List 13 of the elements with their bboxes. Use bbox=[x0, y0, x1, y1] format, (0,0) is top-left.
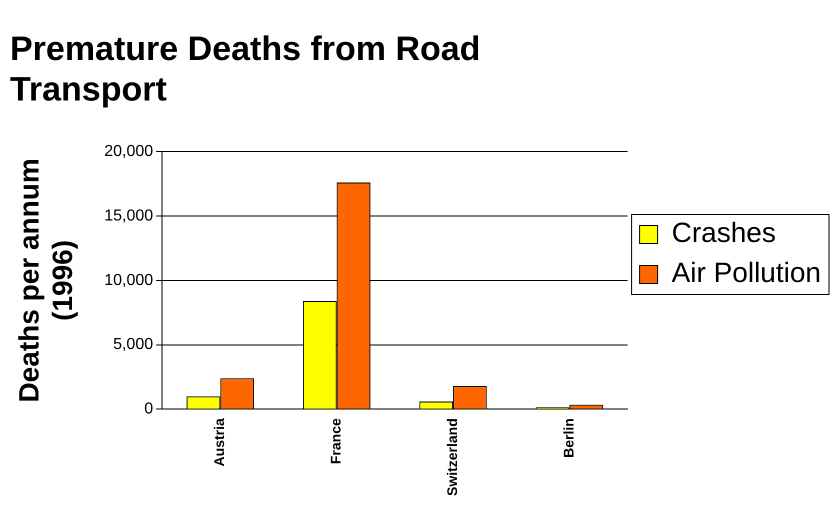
x-tick-label: Austria bbox=[211, 418, 228, 466]
legend-label: Air Pollution bbox=[672, 257, 821, 288]
chart-title: Premature Deaths from Road Transport bbox=[10, 30, 480, 109]
y-axis-title: Deaths per annum (1996) bbox=[14, 158, 78, 403]
x-tick-label: France bbox=[328, 418, 344, 464]
x-tick-label: Switzerland bbox=[444, 418, 460, 496]
x-tick-label: Berlin bbox=[560, 418, 576, 458]
y-tick-label: 10,000 bbox=[104, 272, 154, 289]
y-tick-label: 0 bbox=[144, 400, 154, 418]
y-tick-label: 20,000 bbox=[104, 143, 154, 160]
legend-label: Crashes bbox=[672, 217, 776, 248]
y-tick-label: 5,000 bbox=[113, 336, 154, 354]
y-tick-label: 15,000 bbox=[104, 207, 154, 224]
